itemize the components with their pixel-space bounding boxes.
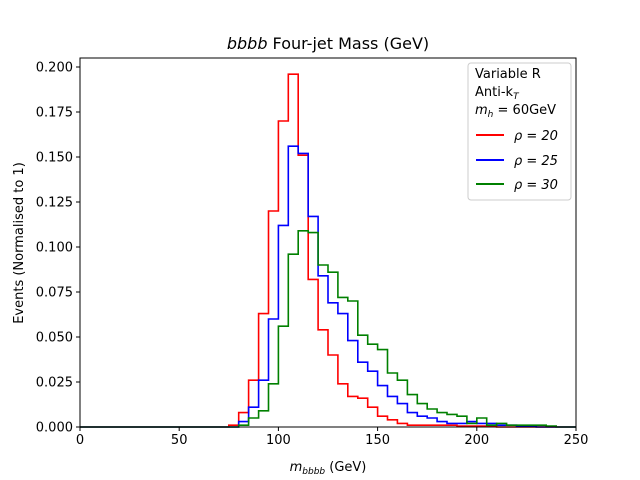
x-tick-label-3: 150 (365, 433, 390, 448)
legend-box (467, 62, 572, 201)
x-tick-label-5: 250 (564, 433, 589, 448)
legend-label-rho-30: ρ = 30 (514, 178, 558, 193)
x-tick-label-4: 200 (464, 433, 489, 448)
plot-frame (79, 57, 577, 428)
legend-header-line3-rest: = 60GeV (493, 103, 556, 118)
legend-header-line3-sub: h (488, 110, 494, 120)
legend-label-rho-20: ρ = 20 (514, 129, 558, 144)
x-tick-label-2: 100 (266, 433, 291, 448)
y-tick-label-8: 0.200 (36, 61, 73, 76)
chart-title-text: Four-jet Mass (GeV) (267, 34, 429, 53)
x-axis-label-unit: (GeV) (325, 460, 366, 475)
y-tick-label-4: 0.100 (36, 241, 73, 256)
x-axis-label-sub: bbbb (302, 467, 325, 477)
y-tick-label-2: 0.050 (36, 331, 73, 346)
x-tick-label-0: 0 (76, 433, 84, 448)
y-tick-label-1: 0.025 (36, 376, 73, 391)
chart-title-variable: bbbb (227, 34, 268, 53)
legend-header-line2-sub: T (513, 92, 520, 102)
legend-header-line2-main: Anti-k (475, 85, 514, 100)
chart-title: bbbb Four-jet Mass (GeV) (227, 34, 429, 53)
legend-header-line1: Variable R (475, 67, 541, 82)
x-axis-label-main: m (290, 460, 303, 475)
x-tick-label-1: 50 (171, 433, 188, 448)
legend-header-line3-main: m (475, 103, 488, 118)
y-tick-label-3: 0.075 (36, 286, 73, 301)
y-tick-label-5: 0.125 (36, 196, 73, 211)
legend-label-rho-25: ρ = 25 (514, 154, 558, 169)
x-axis-label: mbbbb (GeV) (290, 460, 367, 477)
legend-header-line3: mh = 60GeV (475, 103, 556, 120)
y-tick-label-7: 0.175 (36, 106, 73, 121)
legend: Variable R Anti-kT mh = 60GeV ρ = 20 ρ =… (467, 62, 572, 201)
legend-header-line2: Anti-kT (475, 85, 520, 102)
ticks-layer: 0 50 100 150 200 250 0.000 0.025 0.050 0.075 0.100… (36, 61, 589, 449)
y-tick-label-6: 0.150 (36, 151, 73, 166)
y-axis-label: Events (Normalised to 1) (12, 162, 27, 324)
y-tick-label-0: 0.000 (36, 421, 73, 436)
